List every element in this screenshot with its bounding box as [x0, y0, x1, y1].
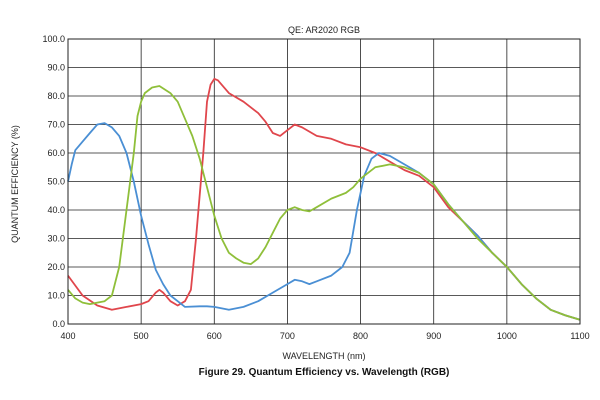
x-axis-label: WAVELENGTH (nm) [282, 351, 365, 361]
grid [67, 38, 581, 325]
x-tick-label: 500 [134, 331, 149, 341]
y-tick-label: 40.0 [47, 205, 65, 215]
y-tick-label: 80.0 [47, 91, 65, 101]
y-tick-label: 100.0 [42, 34, 65, 44]
y-tick-label: 30.0 [47, 234, 65, 244]
x-tick-label: 600 [207, 331, 222, 341]
y-tick-label: 60.0 [47, 148, 65, 158]
chart-title: QE: AR2020 RGB [288, 25, 360, 35]
series-line-2 [67, 122, 581, 321]
series-line-1 [67, 78, 581, 321]
y-tick-label: 10.0 [47, 291, 65, 301]
figure-caption: Figure 29. Quantum Efficiency vs. Wavele… [199, 367, 450, 378]
x-tick-label: 800 [353, 331, 368, 341]
x-tick-labels: 400 500 600 700 800 900 1000 1100 [60, 331, 589, 341]
x-tick-label: 900 [426, 331, 441, 341]
series-layer [67, 78, 581, 321]
plot-frame [67, 38, 581, 325]
y-tick-label: 20.0 [47, 262, 65, 272]
x-tick-label: 1000 [497, 331, 517, 341]
y-tick-label: 50.0 [47, 177, 65, 187]
x-tick-label: 400 [60, 331, 75, 341]
y-tick-labels: 0.0 10.0 20.0 30.0 40.0 50.0 60.0 70.0 80.0 90.0 1… [42, 34, 65, 329]
y-tick-label: 0.0 [52, 319, 65, 329]
series-line-3 [67, 85, 581, 321]
y-axis-label: QUANTUM EFFICIENCY (%) [10, 125, 20, 243]
y-tick-label: 90.0 [47, 63, 65, 73]
y-tick-label: 70.0 [47, 120, 65, 130]
x-tick-label: 1100 [570, 331, 589, 341]
x-tick-label: 700 [280, 331, 295, 341]
